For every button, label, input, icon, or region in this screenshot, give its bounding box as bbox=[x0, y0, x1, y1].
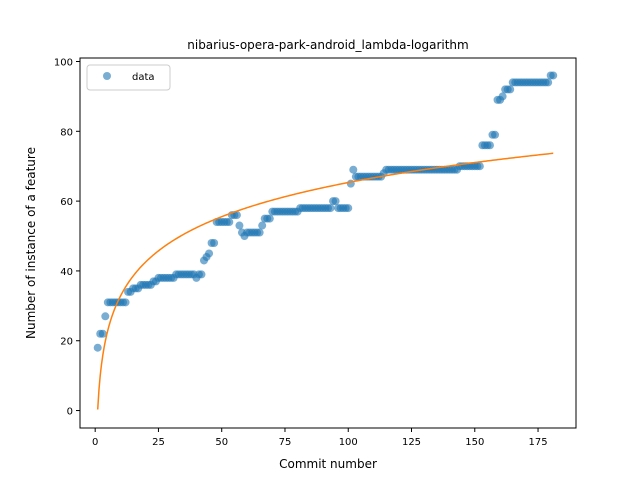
data-point bbox=[491, 130, 500, 139]
y-tick-label: 40 bbox=[60, 267, 73, 278]
data-point bbox=[485, 141, 494, 150]
data-point bbox=[498, 92, 507, 101]
x-tick-label: 125 bbox=[402, 437, 421, 448]
y-axis-label: Number of instance of a feature bbox=[24, 147, 38, 339]
fit-line-group bbox=[96, 152, 554, 410]
data-point bbox=[205, 249, 214, 258]
data-point bbox=[235, 221, 244, 230]
data-points bbox=[93, 71, 558, 352]
data-point bbox=[121, 298, 130, 307]
y-tick-label: 0 bbox=[67, 407, 73, 418]
data-point bbox=[98, 329, 107, 338]
x-tick-label: 150 bbox=[465, 437, 484, 448]
data-point bbox=[506, 85, 515, 94]
data-point bbox=[544, 78, 553, 87]
x-axis: 0 25 50 75 100 125 150 175 bbox=[92, 428, 548, 448]
x-tick-label: 175 bbox=[528, 437, 547, 448]
data-point bbox=[93, 343, 102, 352]
data-point bbox=[349, 165, 358, 174]
data-point bbox=[326, 204, 335, 213]
legend-marker-data bbox=[103, 72, 111, 80]
fit-line bbox=[96, 152, 554, 410]
data-point bbox=[210, 239, 219, 247]
data-point bbox=[225, 218, 234, 227]
x-tick-label: 75 bbox=[279, 437, 292, 448]
data-point bbox=[101, 312, 110, 321]
x-tick-label: 50 bbox=[215, 437, 228, 448]
data-point bbox=[549, 71, 558, 80]
y-tick-label: 60 bbox=[60, 197, 73, 208]
y-axis: 0 20 40 60 80 100 bbox=[54, 57, 80, 418]
data-point bbox=[344, 204, 353, 213]
y-tick-label: 20 bbox=[60, 337, 73, 348]
x-tick-label: 100 bbox=[339, 437, 358, 448]
x-tick-label: 0 bbox=[92, 437, 98, 448]
y-tick-label: 100 bbox=[54, 57, 73, 68]
data-point bbox=[265, 214, 274, 223]
data-point bbox=[197, 270, 206, 279]
legend: data bbox=[86, 64, 171, 91]
data-point bbox=[258, 221, 267, 230]
y-tick-label: 80 bbox=[60, 127, 73, 138]
data-point bbox=[255, 228, 264, 237]
data-point bbox=[232, 211, 241, 220]
x-axis-label: Commit number bbox=[279, 457, 377, 471]
data-point bbox=[475, 162, 484, 171]
plot-frame bbox=[79, 57, 577, 429]
x-tick-label: 25 bbox=[152, 437, 165, 448]
legend-label-data: data bbox=[132, 72, 155, 83]
legend-frame bbox=[86, 64, 171, 91]
chart-title: nibarius-opera-park-android_lambda-logar… bbox=[187, 38, 468, 52]
data-point bbox=[331, 197, 340, 206]
